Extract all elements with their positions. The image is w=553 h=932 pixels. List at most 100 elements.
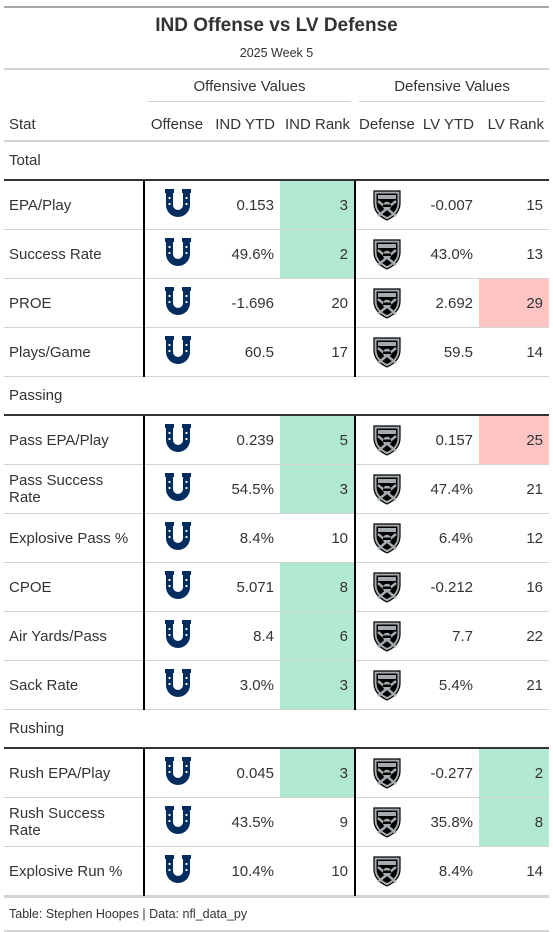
defense-logo-cell — [355, 660, 419, 710]
ind-ytd-cell: 8.4 — [210, 611, 280, 661]
lv-ytd-cell: -0.007 — [418, 180, 480, 230]
ind-rank-cell: 3 — [280, 180, 357, 230]
lv-rank-cell: 25 — [479, 415, 550, 465]
table-row: PROE -1.696 20 2.692 29 — [4, 278, 550, 328]
raiders-shield-icon — [373, 523, 401, 554]
lv-rank-cell: 21 — [479, 660, 550, 710]
ind-ytd-cell: 0.239 — [210, 415, 280, 465]
stat-name-cell: Pass EPA/Play — [4, 415, 144, 465]
ind-rank-cell: 3 — [280, 464, 357, 514]
lv-rank-cell: 13 — [479, 229, 550, 279]
top-rule — [4, 6, 549, 8]
lv-ytd-cell: 5.4% — [418, 660, 480, 710]
lv-ytd-cell: 59.5 — [418, 327, 480, 377]
raiders-shield-icon — [373, 474, 401, 505]
ind-rank-cell: 2 — [280, 229, 357, 279]
ind-ytd-cell: 49.6% — [210, 229, 280, 279]
ind-ytd-cell: 8.4% — [210, 513, 280, 563]
colts-horseshoe-icon — [164, 855, 191, 883]
lv-ytd-cell: 8.4% — [418, 846, 480, 896]
defense-logo-cell — [355, 562, 419, 612]
defense-logo-cell — [355, 797, 419, 847]
defense-logo-cell — [355, 611, 419, 661]
colts-horseshoe-icon — [164, 620, 191, 648]
defense-logo-cell — [355, 327, 419, 377]
offense-logo-cell — [143, 464, 210, 514]
ind-ytd-cell: -1.696 — [210, 278, 280, 328]
ind-rank-cell: 9 — [280, 797, 357, 847]
raiders-shield-icon — [373, 337, 401, 368]
colts-horseshoe-icon — [164, 473, 191, 501]
raiders-shield-icon — [373, 758, 401, 789]
stat-name-cell: Explosive Run % — [4, 846, 144, 896]
table-row: EPA/Play 0.153 3 -0.007 15 — [4, 180, 550, 230]
lv-ytd-cell: 43.0% — [418, 229, 480, 279]
lv-ytd-cell: 47.4% — [418, 464, 480, 514]
ind-ytd-cell: 3.0% — [210, 660, 280, 710]
ind-ytd-cell: 43.5% — [210, 797, 280, 847]
colts-horseshoe-icon — [164, 336, 191, 364]
stat-name-cell: Rush Success Rate — [4, 797, 144, 847]
ind-ytd-cell: 0.153 — [210, 180, 280, 230]
stat-name-cell: Success Rate — [4, 229, 144, 279]
stat-name-cell: PROE — [4, 278, 144, 328]
table-row: Plays/Game 60.5 17 59.5 14 — [4, 327, 550, 377]
defense-logo-cell — [355, 415, 419, 465]
lv-ytd-cell: 7.7 — [418, 611, 480, 661]
lv-rank-cell: 22 — [479, 611, 550, 661]
ind-rank-cell: 10 — [280, 513, 357, 563]
stat-name-cell: Explosive Pass % — [4, 513, 144, 563]
lv-rank-cell: 15 — [479, 180, 550, 230]
col-header-ind-ytd: IND YTD — [210, 108, 280, 142]
group-row-passing: Passing — [4, 376, 550, 416]
source-note: Table: Stephen Hoopes | Data: nfl_data_p… — [4, 896, 549, 932]
offense-logo-cell — [143, 611, 210, 661]
offense-logo-cell — [143, 562, 210, 612]
ind-rank-cell: 17 — [280, 327, 357, 377]
group-label: Passing — [4, 376, 550, 416]
ind-rank-cell: 5 — [280, 415, 357, 465]
ind-rank-cell: 10 — [280, 846, 357, 896]
ind-ytd-cell: 0.045 — [210, 748, 280, 798]
offense-logo-cell — [143, 327, 210, 377]
group-row-rushing: Rushing — [4, 709, 550, 749]
stat-name-cell: Pass Success Rate — [4, 464, 144, 514]
table-row: Pass EPA/Play 0.239 5 0.157 25 — [4, 415, 550, 465]
stat-name-cell: Sack Rate — [4, 660, 144, 710]
raiders-shield-icon — [373, 856, 401, 887]
defense-logo-cell — [355, 278, 419, 328]
table-row: Explosive Pass % 8.4% 10 6.4% 12 — [4, 513, 550, 563]
stat-name-cell: Air Yards/Pass — [4, 611, 144, 661]
ind-rank-cell: 3 — [280, 660, 357, 710]
column-header-row: Stat Offense IND YTD IND Rank Defense LV… — [4, 108, 550, 142]
ind-rank-cell: 20 — [280, 278, 357, 328]
stats-table-card: IND Offense vs LV Defense 2025 Week 5 Of… — [4, 6, 550, 932]
lv-ytd-cell: 2.692 — [418, 278, 480, 328]
offense-logo-cell — [143, 229, 210, 279]
table-row: Success Rate 49.6% 2 43.0% 13 — [4, 229, 550, 279]
offense-logo-cell — [143, 660, 210, 710]
colts-horseshoe-icon — [164, 757, 191, 785]
col-header-lv-ytd: LV YTD — [418, 108, 480, 142]
lv-rank-cell: 29 — [479, 278, 550, 328]
defense-logo-cell — [355, 464, 419, 514]
lv-rank-cell: 8 — [479, 797, 550, 847]
stat-name-cell: EPA/Play — [4, 180, 144, 230]
lv-ytd-cell: -0.212 — [418, 562, 480, 612]
colts-horseshoe-icon — [164, 189, 191, 217]
col-header-defense: Defense — [355, 108, 419, 142]
comparison-table: Offensive Values Defensive Values Stat O… — [4, 70, 550, 896]
table-title: IND Offense vs LV Defense — [155, 15, 398, 36]
colts-horseshoe-icon — [164, 522, 191, 550]
offense-logo-cell — [143, 797, 210, 847]
offense-logo-cell — [143, 278, 210, 328]
raiders-shield-icon — [373, 190, 401, 221]
raiders-shield-icon — [373, 288, 401, 319]
lv-rank-cell: 21 — [479, 464, 550, 514]
group-row-total: Total — [4, 141, 550, 181]
lv-rank-cell: 2 — [479, 748, 550, 798]
col-header-ind-rank: IND Rank — [280, 108, 356, 142]
lv-rank-cell: 14 — [479, 846, 550, 896]
ind-rank-cell: 6 — [280, 611, 357, 661]
spanner-empty — [4, 70, 144, 108]
